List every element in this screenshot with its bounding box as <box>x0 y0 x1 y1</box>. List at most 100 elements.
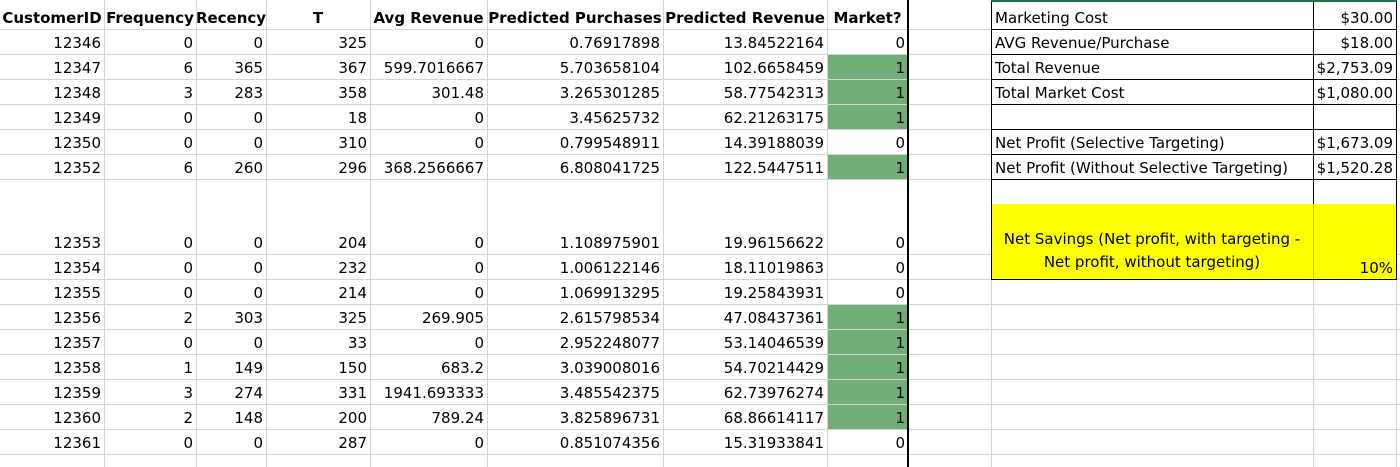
table-cell[interactable]: 283 <box>234 84 263 102</box>
table-cell[interactable]: 12358 <box>53 359 101 377</box>
table-cell[interactable]: 0 <box>253 334 263 352</box>
summary-value[interactable]: $1,673.09 <box>1316 134 1393 152</box>
table-cell[interactable]: 12347 <box>53 59 101 77</box>
table-cell[interactable]: 358 <box>338 84 367 102</box>
table-cell[interactable]: 68.86614117 <box>723 409 824 427</box>
table-cell[interactable]: 200 <box>338 409 367 427</box>
table-cell[interactable]: 274 <box>234 384 263 402</box>
table-cell[interactable]: 310 <box>338 134 367 152</box>
table-cell[interactable]: 3 <box>183 384 193 402</box>
summary-value[interactable]: $1,520.28 <box>1316 159 1393 177</box>
table-cell[interactable]: 368.2566667 <box>383 159 484 177</box>
table-cell[interactable]: 0 <box>474 34 484 52</box>
net-savings-label[interactable]: Net Savings (Net profit, with targeting … <box>991 228 1313 278</box>
table-cell[interactable]: 0 <box>474 134 484 152</box>
table-cell[interactable]: 19.25843931 <box>723 284 824 302</box>
table-cell[interactable]: 599.7016667 <box>383 59 484 77</box>
market-cell[interactable]: 1 <box>828 380 908 404</box>
table-cell[interactable]: 296 <box>338 159 367 177</box>
table-cell[interactable]: 2.615798534 <box>559 309 660 327</box>
table-cell[interactable]: 149 <box>234 359 263 377</box>
summary-label[interactable] <box>992 180 1313 204</box>
table-cell[interactable]: 62.21263175 <box>723 109 824 127</box>
table-cell[interactable]: 6.808041725 <box>559 159 660 177</box>
market-cell[interactable]: 1 <box>828 155 908 179</box>
table-cell[interactable]: 12349 <box>53 109 101 127</box>
table-cell[interactable]: 0 <box>183 259 193 277</box>
table-cell[interactable]: 0 <box>474 284 484 302</box>
table-cell[interactable]: 12352 <box>53 159 101 177</box>
table-cell[interactable]: 204 <box>338 234 367 252</box>
table-cell[interactable]: 1941.693333 <box>383 384 484 402</box>
table-cell[interactable]: 12346 <box>53 34 101 52</box>
summary-value[interactable]: $2,753.09 <box>1316 59 1393 77</box>
table-cell[interactable]: 0 <box>474 234 484 252</box>
table-cell[interactable]: 214 <box>338 284 367 302</box>
table-cell[interactable]: 3.825896731 <box>559 409 660 427</box>
table-cell[interactable]: 3.485542375 <box>559 384 660 402</box>
table-cell[interactable]: 102.6658459 <box>723 59 824 77</box>
table-cell[interactable]: 12355 <box>53 284 101 302</box>
column-header[interactable]: T <box>312 9 324 27</box>
table-cell[interactable]: 260 <box>234 159 263 177</box>
table-cell[interactable]: 5.703658104 <box>559 59 660 77</box>
market-cell[interactable]: 1 <box>828 330 908 354</box>
market-cell[interactable]: 0 <box>895 134 905 152</box>
table-cell[interactable]: 0.76917898 <box>569 34 660 52</box>
summary-label[interactable]: Marketing Cost <box>995 9 1108 27</box>
table-cell[interactable]: 0 <box>253 234 263 252</box>
table-cell[interactable]: 303 <box>234 309 263 327</box>
table-cell[interactable]: 12361 <box>53 434 101 452</box>
table-cell[interactable]: 0 <box>474 109 484 127</box>
market-cell[interactable]: 1 <box>828 55 908 79</box>
table-cell[interactable]: 2 <box>183 309 193 327</box>
market-cell[interactable]: 1 <box>828 355 908 379</box>
table-cell[interactable]: 53.14046539 <box>723 334 824 352</box>
table-cell[interactable]: 0 <box>253 284 263 302</box>
table-cell[interactable]: 0 <box>253 109 263 127</box>
table-cell[interactable]: 0 <box>253 259 263 277</box>
column-header[interactable]: Avg Revenue <box>373 9 484 27</box>
table-cell[interactable]: 12360 <box>53 409 101 427</box>
table-cell[interactable]: 1.069913295 <box>559 284 660 302</box>
table-cell[interactable]: 150 <box>338 359 367 377</box>
table-cell[interactable]: 0 <box>183 284 193 302</box>
table-cell[interactable]: 325 <box>338 309 367 327</box>
table-cell[interactable]: 269.905 <box>421 309 484 327</box>
table-cell[interactable]: 19.96156622 <box>723 234 824 252</box>
table-cell[interactable]: 12357 <box>53 334 101 352</box>
table-cell[interactable]: 12353 <box>53 234 101 252</box>
table-cell[interactable]: 58.77542313 <box>723 84 824 102</box>
summary-label[interactable]: Total Market Cost <box>995 84 1125 102</box>
summary-label[interactable] <box>992 105 1313 129</box>
table-cell[interactable]: 0 <box>183 234 193 252</box>
summary-value[interactable] <box>1314 180 1396 204</box>
table-cell[interactable]: 301.48 <box>431 84 485 102</box>
net-savings-value[interactable]: 10% <box>1359 259 1393 277</box>
table-cell[interactable]: 0 <box>253 134 263 152</box>
column-header[interactable]: Predicted Revenue <box>665 9 825 27</box>
table-cell[interactable]: 0.799548911 <box>559 134 660 152</box>
summary-value[interactable]: $18.00 <box>1340 34 1394 52</box>
table-cell[interactable]: 1.108975901 <box>559 234 660 252</box>
table-cell[interactable]: 232 <box>338 259 367 277</box>
table-cell[interactable]: 287 <box>338 434 367 452</box>
table-cell[interactable]: 12348 <box>53 84 101 102</box>
summary-value[interactable]: $1,080.00 <box>1316 84 1393 102</box>
summary-label[interactable]: Total Revenue <box>995 59 1101 77</box>
market-cell[interactable]: 0 <box>895 259 905 277</box>
table-cell[interactable]: 0 <box>183 34 193 52</box>
table-cell[interactable]: 2.952248077 <box>559 334 660 352</box>
column-header[interactable]: CustomerID <box>2 9 102 27</box>
summary-value[interactable] <box>1314 105 1396 129</box>
table-cell[interactable]: 1 <box>183 359 193 377</box>
column-header[interactable]: Recency <box>196 9 266 27</box>
table-cell[interactable]: 0 <box>474 334 484 352</box>
table-cell[interactable]: 3.45625732 <box>569 109 660 127</box>
summary-label[interactable]: Net Profit (Without Selective Targeting) <box>995 159 1289 177</box>
table-cell[interactable]: 331 <box>338 384 367 402</box>
table-cell[interactable]: 2 <box>183 409 193 427</box>
market-cell[interactable]: 0 <box>895 34 905 52</box>
table-cell[interactable]: 0 <box>183 334 193 352</box>
table-cell[interactable]: 683.2 <box>441 359 484 377</box>
